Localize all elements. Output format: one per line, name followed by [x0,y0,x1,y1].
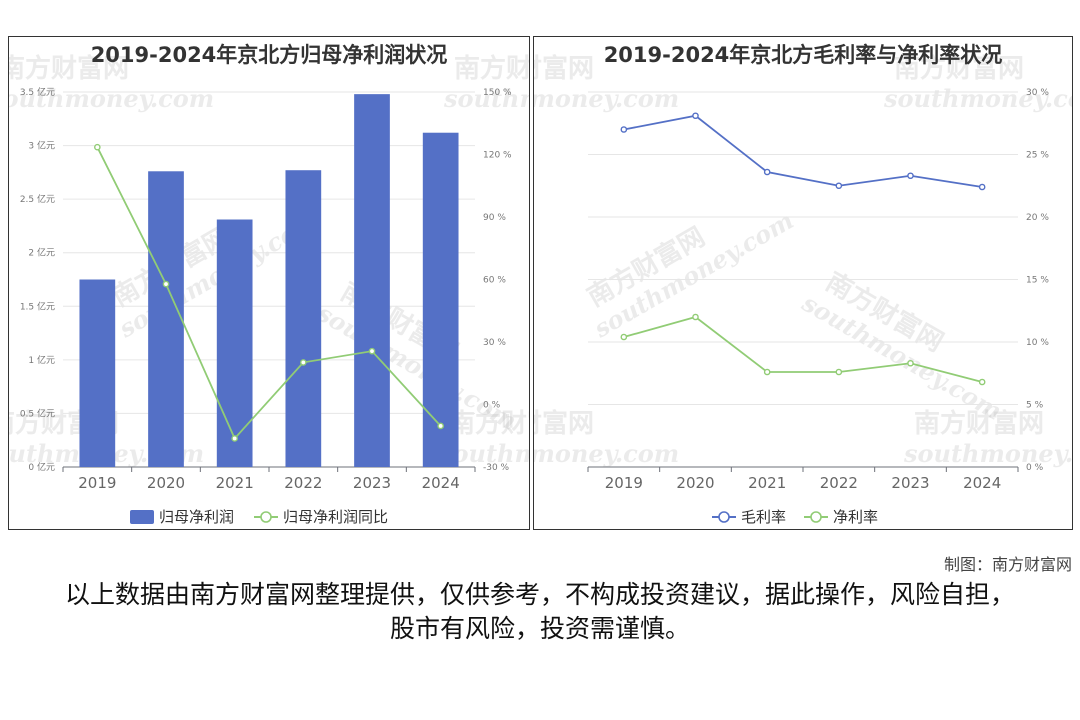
data-point [94,143,101,151]
watermark-text: 南方财富网 [894,53,1024,84]
bar [148,171,184,468]
data-point [692,112,699,120]
watermark-text: southmoney.com [443,84,530,113]
series-line [623,316,983,383]
watermark-text: southmoney.com [534,439,679,468]
y-axis-left-tick-label: 1.5 亿元 [20,300,55,312]
chart-title: 2019-2024年京北方归母净利润状况 [90,43,448,67]
data-point [437,422,444,430]
bar [216,219,253,467]
x-axis-tick-label: 2019 [605,474,643,492]
chart-title: 2019-2024年京北方毛利率与净利率状况 [603,43,1003,67]
x-axis-tick-label: 2023 [353,474,391,492]
x-axis-tick-label: 2022 [284,474,322,492]
x-axis-tick-label: 2024 [422,474,460,492]
net-profit-chart: 南方财富网southmoney.com南方财富网southmoney.com南方… [9,53,530,526]
y-axis-right-tick-label: 10 % [1026,338,1049,348]
x-axis-tick-label: 2024 [963,474,1001,492]
y-axis-left-tick-label: 3 亿元 [28,140,55,152]
watermark-text: 南方财富网 [914,408,1044,439]
data-point [835,368,843,376]
x-axis-tick-label: 2021 [748,474,786,492]
y-axis-right-tick-label: 90 % [483,213,506,223]
bar [354,94,390,467]
y-axis-left-tick-label: 2 亿元 [28,247,55,259]
watermark-text: southmoney.com [534,84,679,113]
data-point [978,378,986,386]
y-axis-left-tick-label: 1 亿元 [28,354,55,366]
bar [285,170,322,467]
x-axis-tick-label: 2020 [676,474,714,492]
legend-swatch [260,511,272,523]
data-point [978,183,986,191]
data-point [162,280,170,288]
legend-label: 毛利率 [741,508,786,526]
y-axis-left-tick-label: 3.5 亿元 [20,86,55,98]
y-axis-left-tick-label: 0 亿元 [28,461,55,473]
watermark-text: 南方财富网 [9,53,129,84]
bar [79,279,116,467]
chart-panel-margins: 南方财富网southmoney.com南方财富网southmoney.com南方… [533,36,1073,530]
watermark-text: 南方财富网 [454,53,530,84]
y-axis-right-tick-label: 0 % [483,401,501,411]
data-point [907,359,914,367]
data-point [835,182,843,190]
margin-chart: 南方财富网southmoney.com南方财富网southmoney.com南方… [534,53,1073,526]
legend-label: 归母净利润 [159,508,234,526]
data-point [300,359,307,366]
y-axis-left-tick-label: 2.5 亿元 [20,193,55,205]
data-point [620,126,628,133]
disclaimer-text: 以上数据由南方财富网整理提供，仅供参考，不构成投资建议，据此操作，风险自担，股市… [64,580,1015,643]
y-axis-right-tick-label: 5 % [1026,401,1044,411]
y-axis-right-tick-label: 120 % [483,151,512,161]
series-line [623,114,983,188]
y-axis-right-tick-label: 150 % [483,88,512,98]
data-point [620,333,628,341]
data-point [763,368,771,376]
legend-swatch [130,510,154,524]
legend-swatch [810,511,822,523]
data-point [692,313,699,321]
bar [422,132,459,467]
x-axis-tick-label: 2022 [820,474,858,492]
watermark-text: southmoney.com [9,84,214,113]
data-point [231,435,238,442]
y-axis-right-tick-label: -30 % [483,463,510,473]
y-axis-right-tick-label: 25 % [1026,151,1049,161]
chart-credit: 制图：南方财富网 [943,555,1072,574]
legend-label: 净利率 [833,508,878,526]
y-axis-left-tick-label: 0.5 亿元 [20,407,55,419]
chart-panel-net-profit: 南方财富网southmoney.com南方财富网southmoney.com南方… [8,36,530,530]
x-axis-tick-label: 2021 [216,474,254,492]
watermark-text: southmoney.com [883,84,1073,113]
series-line [96,146,442,441]
watermark-text: southmoney.com [903,439,1073,468]
legend-swatch [718,511,730,523]
y-axis-right-tick-label: 20 % [1026,213,1049,223]
data-point [368,347,376,355]
y-axis-right-tick-label: 15 % [1026,276,1049,286]
watermark-text: 南方财富网 [534,53,594,84]
y-axis-right-tick-label: 30 % [1026,88,1049,98]
data-point [907,172,914,180]
legend-label: 归母净利润同比 [283,508,388,526]
y-axis-right-tick-label: 30 % [483,338,506,348]
y-axis-right-tick-label: 0 % [1026,463,1044,473]
watermark-text: 南方财富网 [449,408,530,439]
x-axis-tick-label: 2023 [891,474,929,492]
data-point [763,168,771,176]
x-axis-tick-label: 2019 [78,474,116,492]
y-axis-right-tick-label: 60 % [483,276,506,286]
watermark-text: 南方财富网 [534,408,594,439]
x-axis-tick-label: 2020 [147,474,185,492]
